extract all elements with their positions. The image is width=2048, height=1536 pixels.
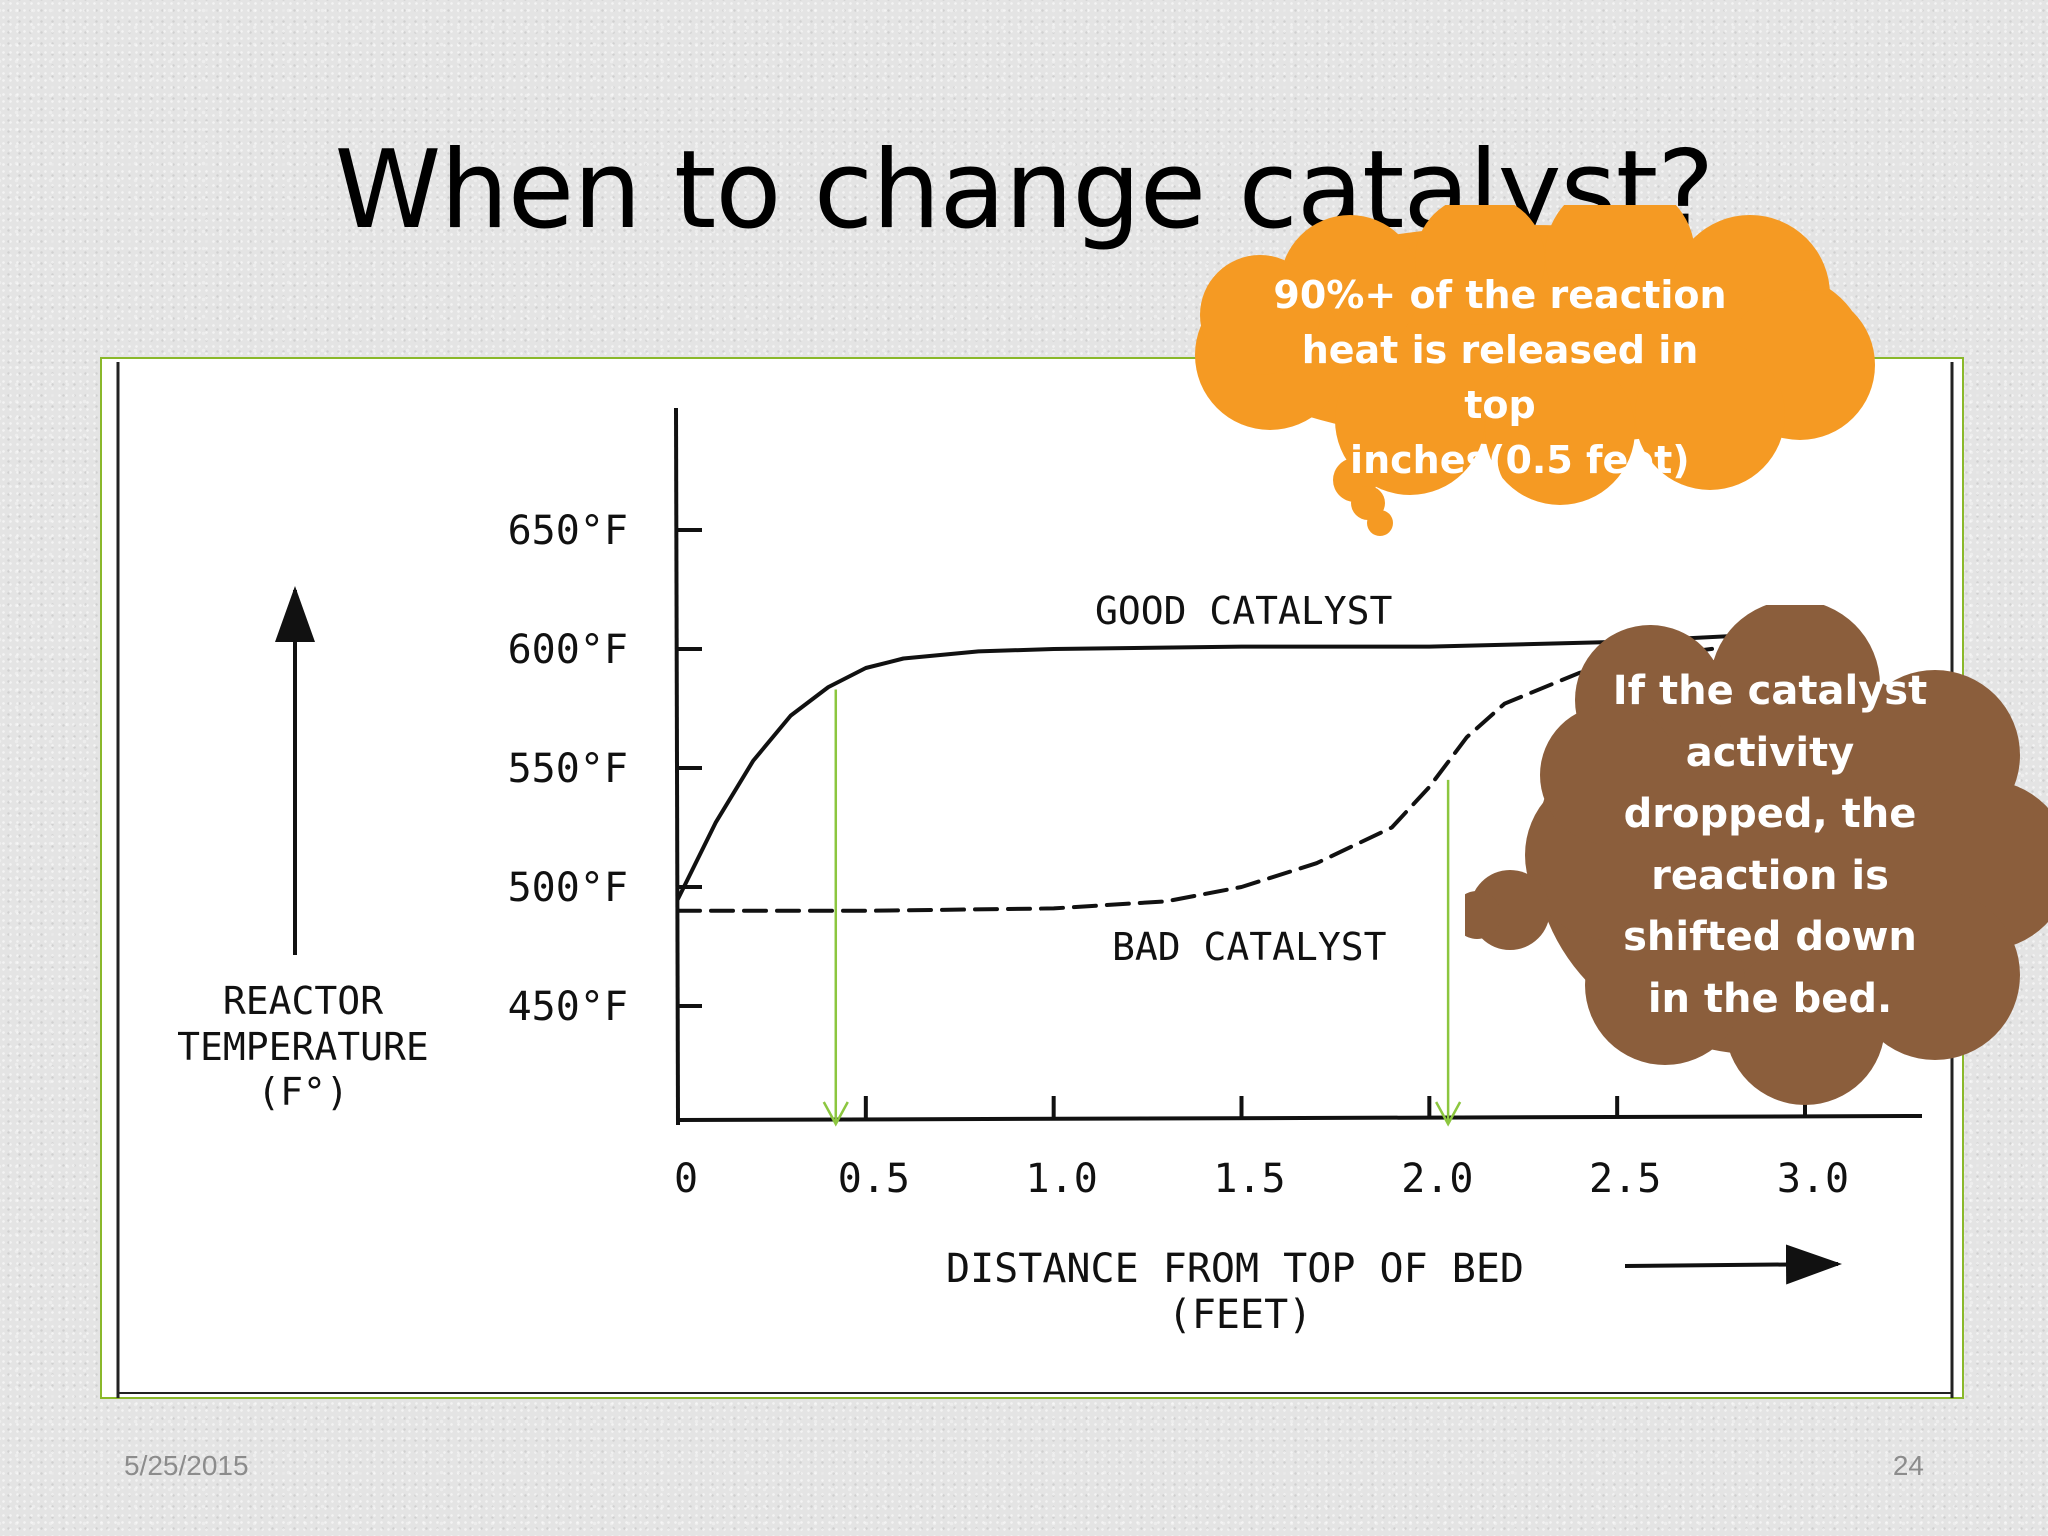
brown-callout-cloud [1465,605,2048,1105]
marker-arrow-head [822,1101,849,1127]
y-axis-line [674,407,680,1126]
brown-cloud-shape [1465,605,2048,1105]
marker-arrow-head [1435,1101,1462,1127]
y-tick-label: 650°F [508,508,628,554]
bad-catalyst-label: BAD CATALYST [1112,925,1387,969]
ylabel-line-1: REACTOR [223,979,383,1023]
ylabel-line-3: (F°) [257,1070,349,1114]
brown-callout-text: If the catalyst activity dropped, the re… [1612,668,1928,1022]
xlabel-line-1: DISTANCE FROM TOP OF BED [946,1246,1524,1292]
orange-callout-text: 90%+ of the reaction heat is released in… [1273,273,1727,482]
x-axis-line [677,1114,1923,1122]
y-tick-label: 500°F [508,865,628,911]
good-catalyst-label: GOOD CATALYST [1095,589,1392,633]
xlabel-line-2: (FEET) [1168,1292,1313,1338]
slide-page-number: 24 [1892,1450,1924,1481]
orange-callout-cloud [1195,205,1875,536]
x-tick-label: 0.5 [838,1156,910,1202]
orange-cloud-shape [1195,205,1875,536]
y-tick-label: 600°F [508,627,628,673]
distance-right-arrow [1624,1244,1842,1285]
x-tick-label: 3.0 [1777,1156,1849,1202]
slide-date: 5/25/2015 [124,1450,249,1481]
x-tick-label: 2.0 [1401,1156,1473,1202]
good-catalyst-line [676,630,1807,901]
y-tick-label: 450°F [508,984,628,1030]
ylabel-line-2: TEMPERATURE [177,1025,429,1069]
y-tick-label: 550°F [508,746,628,792]
x-tick-label: 1.0 [1026,1156,1098,1202]
x-tick-label: 0 [674,1156,698,1202]
x-tick-label: 1.5 [1213,1156,1285,1202]
x-tick-label: 2.5 [1589,1156,1661,1202]
